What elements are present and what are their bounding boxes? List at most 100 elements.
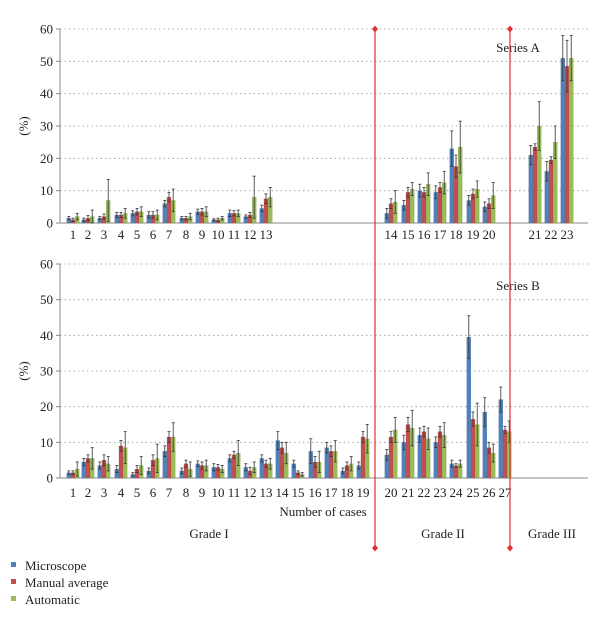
x-tick-label: 22 xyxy=(418,485,431,500)
y-tick-label: 30 xyxy=(40,364,53,379)
bar xyxy=(360,436,366,479)
x-tick-label: 4 xyxy=(118,485,125,500)
x-tick-label: 23 xyxy=(434,485,447,500)
x-tick-label: 18 xyxy=(450,227,463,242)
x-tick-label: 16 xyxy=(418,227,432,242)
legend-swatch xyxy=(11,596,16,601)
x-tick-label: 17 xyxy=(434,227,448,242)
x-tick-label: 9 xyxy=(199,485,206,500)
x-tick-label: 7 xyxy=(166,485,173,500)
x-tick-label: 3 xyxy=(101,227,108,242)
x-tick-label: 6 xyxy=(150,227,157,242)
y-tick-label: 40 xyxy=(40,86,53,101)
bar xyxy=(528,154,534,224)
x-tick-label: 5 xyxy=(134,485,141,500)
chart-title: Series A xyxy=(496,40,540,55)
x-tick-label: 19 xyxy=(357,485,370,500)
x-tick-label: 14 xyxy=(276,485,290,500)
x-tick-label: 21 xyxy=(529,227,542,242)
y-tick-label: 50 xyxy=(40,292,53,307)
x-tick-label: 20 xyxy=(483,227,496,242)
y-tick-label: 30 xyxy=(40,119,53,134)
bar xyxy=(166,436,172,479)
x-tick-label: 12 xyxy=(244,227,257,242)
x-tick-label: 27 xyxy=(499,485,513,500)
y-axis-label: (%) xyxy=(16,116,31,136)
divider-marker xyxy=(372,25,378,33)
bar xyxy=(388,436,394,479)
legend-label: Microscope xyxy=(25,558,87,573)
x-tick-label: 3 xyxy=(101,485,108,500)
x-tick-label: 10 xyxy=(212,227,225,242)
x-tick-label: 18 xyxy=(341,485,354,500)
bar xyxy=(437,431,443,479)
x-tick-label: 11 xyxy=(228,227,241,242)
divider-marker xyxy=(507,544,513,552)
x-tick-label: 4 xyxy=(118,227,125,242)
grade-label-1: Grade I xyxy=(189,526,228,541)
y-tick-label: 20 xyxy=(40,399,53,414)
x-tick-label: 8 xyxy=(183,227,190,242)
x-tick-label: 16 xyxy=(309,485,323,500)
x-tick-label: 13 xyxy=(260,227,273,242)
legend-label: Automatic xyxy=(25,592,80,607)
x-tick-label: 2 xyxy=(85,485,92,500)
x-tick-label: 5 xyxy=(134,227,141,242)
y-tick-label: 0 xyxy=(47,216,54,231)
x-tick-label: 20 xyxy=(385,485,398,500)
x-tick-label: 8 xyxy=(183,485,190,500)
x-tick-label: 2 xyxy=(85,227,92,242)
bar xyxy=(548,159,554,224)
legend-swatch xyxy=(11,579,16,584)
grade-label-3: Grade III xyxy=(528,526,576,541)
x-tick-label: 21 xyxy=(402,485,415,500)
x-tick-label: 1 xyxy=(70,485,77,500)
bar xyxy=(560,57,566,224)
legend: Microscope Manual average Automatic xyxy=(11,558,109,607)
x-tick-label: 23 xyxy=(561,227,574,242)
x-tick-label: 12 xyxy=(244,485,257,500)
x-tick-label: 24 xyxy=(450,485,464,500)
x-tick-label: 7 xyxy=(166,227,173,242)
x-tick-label: 13 xyxy=(260,485,273,500)
y-tick-label: 50 xyxy=(40,54,53,69)
x-tick-label: 14 xyxy=(385,227,399,242)
y-tick-label: 20 xyxy=(40,151,53,166)
x-tick-label: 15 xyxy=(402,227,415,242)
legend-swatch xyxy=(11,562,16,567)
x-tick-label: 1 xyxy=(70,227,77,242)
legend-label: Manual average xyxy=(25,575,109,590)
y-axis-label: (%) xyxy=(16,361,31,381)
x-tick-label: 10 xyxy=(212,485,225,500)
y-tick-label: 60 xyxy=(40,22,53,37)
bar xyxy=(437,187,443,224)
x-tick-label: 15 xyxy=(292,485,305,500)
bar xyxy=(568,57,574,224)
grade-label-2: Grade II xyxy=(421,526,465,541)
bar xyxy=(532,146,538,224)
x-axis-title: Number of cases xyxy=(279,504,366,519)
grade-dividers xyxy=(372,25,513,552)
x-tick-label: 9 xyxy=(199,227,206,242)
bar xyxy=(502,429,508,479)
y-tick-label: 60 xyxy=(40,257,53,272)
y-tick-label: 10 xyxy=(40,183,53,198)
bar xyxy=(405,424,411,479)
x-tick-label: 22 xyxy=(545,227,558,242)
y-tick-label: 0 xyxy=(47,471,54,486)
y-tick-label: 40 xyxy=(40,328,53,343)
x-tick-label: 6 xyxy=(150,485,157,500)
y-tick-label: 10 xyxy=(40,435,53,450)
x-tick-label: 11 xyxy=(228,485,241,500)
bar xyxy=(421,431,427,479)
x-tick-label: 25 xyxy=(467,485,480,500)
x-tick-label: 26 xyxy=(483,485,497,500)
chart-title: Series B xyxy=(496,278,540,293)
divider-marker xyxy=(507,25,513,33)
bar xyxy=(470,418,476,479)
x-tick-label: 19 xyxy=(467,227,480,242)
divider-marker xyxy=(372,544,378,552)
